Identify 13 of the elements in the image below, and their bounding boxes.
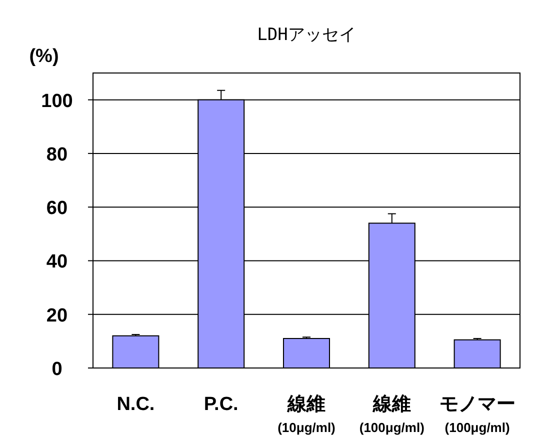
y-tick-label: 60 xyxy=(46,198,68,220)
y-tick-label: 40 xyxy=(46,252,68,273)
x-tick-label: モノマー (100μg/ml) xyxy=(439,394,516,435)
y-tick-label: 20 xyxy=(46,305,68,326)
y-tick-label: 80 xyxy=(46,144,68,166)
x-tick-label: N.C. xyxy=(116,394,155,415)
x-tick-label: P.C. xyxy=(204,394,238,415)
chart-title: LDHアッセイ xyxy=(257,25,356,45)
y-axis-title: (%) xyxy=(29,46,59,67)
y-tick-label: 100 xyxy=(41,90,73,112)
y-tick-label: 0 xyxy=(52,359,62,380)
x-tick-label: 線維 (100μg/ml) xyxy=(359,394,424,435)
x-tick-label: 線維 (10μg/ml) xyxy=(278,394,336,435)
